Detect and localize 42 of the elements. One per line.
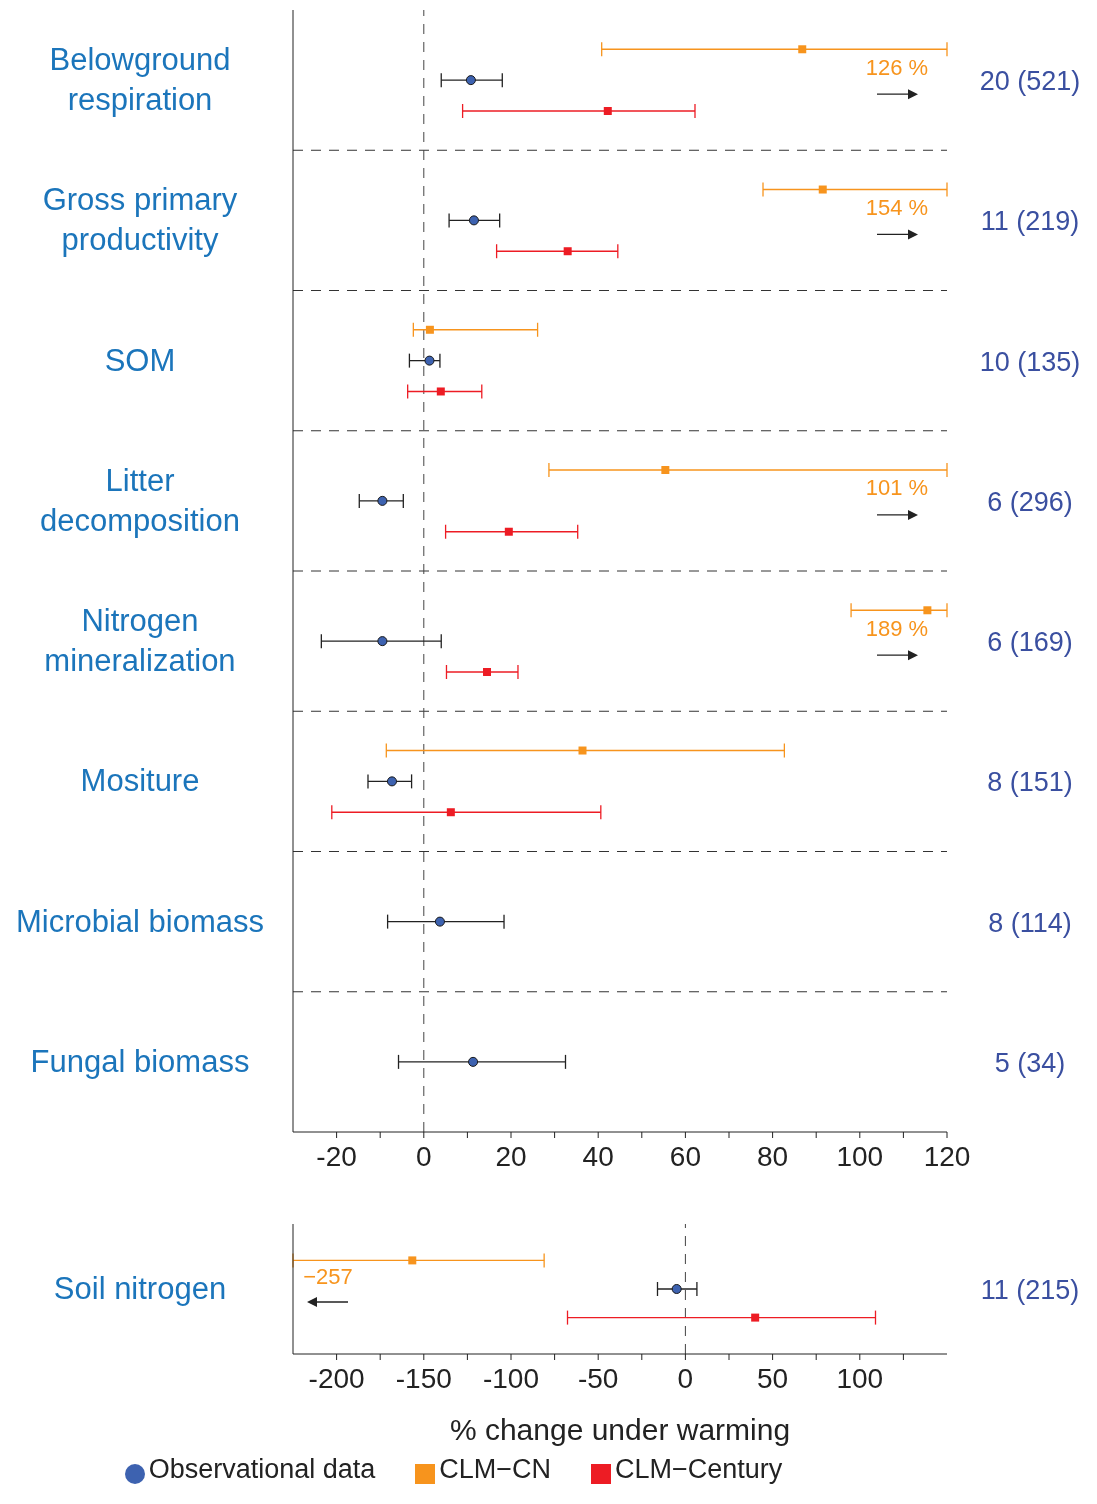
x-axis-title: % change under warming [449,1413,791,1446]
x-tick-label: -200 [308,1362,365,1394]
annotation: 189 % [865,615,929,641]
y-tick-label: Soil nitrogen [53,1271,227,1306]
y2-tick-label: 8 (114) [988,907,1072,938]
x-tick-label: -100 [482,1362,540,1394]
x-tick-label: -150 [395,1362,452,1394]
x-tick-label: 20 [495,1140,527,1172]
annotation: 126 % [865,54,929,80]
y-tick-label: Belowground respiration [49,42,231,118]
annotation: −257 [303,1263,353,1289]
y2-tick-label: 8 (151) [987,767,1073,798]
y2-tick-label: 10 (135) [979,346,1081,377]
x-tick-label: 60 [669,1140,701,1172]
x-tick-label: 100 [836,1362,884,1394]
y-tick-label: Fungal biomass [30,1043,250,1079]
y-tick-label: Mositure [80,763,200,799]
y-tick-label: SOM [104,342,176,378]
x-tick-label: -50 [577,1362,619,1394]
y-tick-label: Gross primary productivity [42,182,238,258]
legend-label: CLM−CN [439,1454,552,1484]
y2-tick-label: 11 (219) [980,206,1080,237]
y2-tick-label: 6 (169) [987,627,1073,658]
x-tick-label: 0 [416,1140,432,1172]
x-tick-label: 80 [757,1140,789,1172]
x-tick-label: 50 [757,1362,789,1394]
y2-tick-label: 11 (215) [980,1275,1080,1305]
y-tick-label: Litter decomposition [40,462,240,538]
annotation: 101 % [865,475,929,501]
x-tick-label: 0 [677,1362,694,1394]
y2-tick-label: 6 (296) [987,486,1073,517]
y2-tick-label: 5 (34) [994,1047,1066,1078]
legend-label: Observational data [148,1454,376,1484]
x-tick-label: -20 [316,1140,357,1172]
x-tick-label: 40 [582,1140,614,1172]
y-tick-label: Nitrogen mineralization [44,603,236,679]
legend-label: CLM−Century [615,1454,783,1484]
y-tick-label: Microbial biomass [15,903,265,939]
x-tick-label: 120 [923,1140,971,1172]
x-tick-label: 100 [836,1140,884,1172]
annotation: 154 % [865,194,929,220]
y2-tick-label: 20 (521) [979,66,1081,97]
